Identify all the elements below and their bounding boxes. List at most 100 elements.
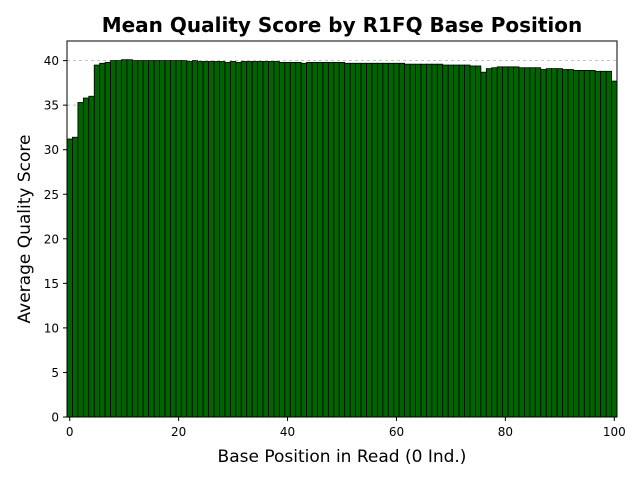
y-tick-label: 10 — [44, 321, 59, 335]
bar — [540, 69, 547, 418]
y-tick-label: 30 — [44, 143, 59, 157]
x-tick-label: 0 — [66, 425, 74, 439]
bar — [213, 61, 220, 418]
chart-title: Mean Quality Score by R1FQ Base Position — [102, 13, 583, 37]
bar — [219, 61, 226, 418]
bar — [121, 59, 128, 418]
y-tick-label: 20 — [44, 232, 59, 246]
bar — [240, 61, 248, 418]
plot-frame — [66, 40, 618, 418]
bar — [360, 62, 367, 418]
bar — [502, 66, 509, 418]
bar — [518, 67, 525, 418]
bar — [583, 70, 591, 418]
bar — [137, 60, 144, 418]
bar — [366, 62, 373, 418]
bar — [349, 62, 357, 418]
bar — [355, 62, 362, 418]
bar — [126, 59, 133, 418]
bar — [175, 60, 182, 418]
bar — [480, 71, 487, 418]
bar — [420, 63, 427, 418]
bar — [148, 60, 155, 418]
bar — [300, 62, 308, 418]
bar — [376, 62, 384, 418]
bar — [562, 69, 569, 418]
bar — [382, 62, 389, 418]
bar — [431, 63, 438, 418]
bar — [110, 60, 117, 418]
bar — [99, 62, 106, 418]
bar — [197, 61, 204, 418]
x-axis-label: Base Position in Read (0 Ind.) — [218, 447, 467, 467]
bar — [131, 60, 139, 418]
bar — [229, 61, 237, 418]
x-tick-label: 40 — [280, 425, 295, 439]
bar — [322, 61, 329, 418]
bar — [186, 61, 193, 418]
bar — [295, 61, 302, 418]
bar — [415, 63, 422, 418]
y-tick-label: 40 — [44, 54, 59, 68]
y-tick-label: 15 — [44, 277, 59, 291]
bars — [66, 59, 618, 418]
bar — [66, 138, 73, 418]
bar — [170, 60, 177, 418]
bar — [77, 102, 84, 418]
bar — [306, 61, 313, 418]
bar — [333, 61, 340, 418]
bar — [202, 61, 209, 418]
x-tick-label: 60 — [389, 425, 404, 439]
y-tick-label: 0 — [51, 411, 59, 425]
bar — [327, 61, 335, 418]
bar — [458, 64, 465, 418]
bar — [426, 63, 433, 418]
bar — [507, 66, 514, 418]
bar — [82, 97, 90, 418]
bar — [567, 69, 574, 418]
y-tick-label: 35 — [44, 99, 59, 113]
bar — [246, 61, 253, 418]
bar — [251, 61, 258, 418]
bar — [115, 60, 122, 418]
bar — [442, 64, 449, 418]
x-tick-label: 80 — [498, 425, 513, 439]
bar — [475, 65, 482, 418]
bar — [284, 61, 291, 418]
bar — [534, 67, 542, 418]
bar — [447, 64, 455, 418]
bar — [344, 62, 351, 418]
bar — [208, 61, 215, 418]
bar — [436, 63, 444, 418]
bar — [409, 63, 416, 418]
bar — [464, 64, 471, 418]
bar — [104, 61, 111, 418]
bar — [589, 70, 596, 418]
bar — [485, 68, 493, 418]
bar — [142, 60, 150, 418]
bar — [159, 60, 166, 418]
bar — [611, 80, 618, 418]
bar — [605, 70, 612, 418]
y-tick-label: 25 — [44, 188, 59, 202]
bar — [311, 61, 318, 418]
ticks: 0 20 40 60 80 100 0 5 10 15 20 25 30 35 40 — [44, 54, 626, 439]
bar — [578, 70, 585, 418]
bar — [191, 60, 199, 418]
bar — [88, 95, 95, 418]
bar — [180, 60, 188, 418]
bar — [153, 60, 160, 418]
bar — [317, 61, 324, 418]
bar — [257, 61, 264, 418]
bar — [529, 67, 536, 418]
bar — [289, 61, 297, 418]
bar — [594, 70, 602, 418]
bar — [93, 64, 101, 418]
bar — [371, 62, 378, 418]
bar — [278, 61, 286, 418]
bar — [551, 68, 558, 418]
bar — [268, 61, 275, 418]
x-tick-label: 100 — [603, 425, 626, 439]
